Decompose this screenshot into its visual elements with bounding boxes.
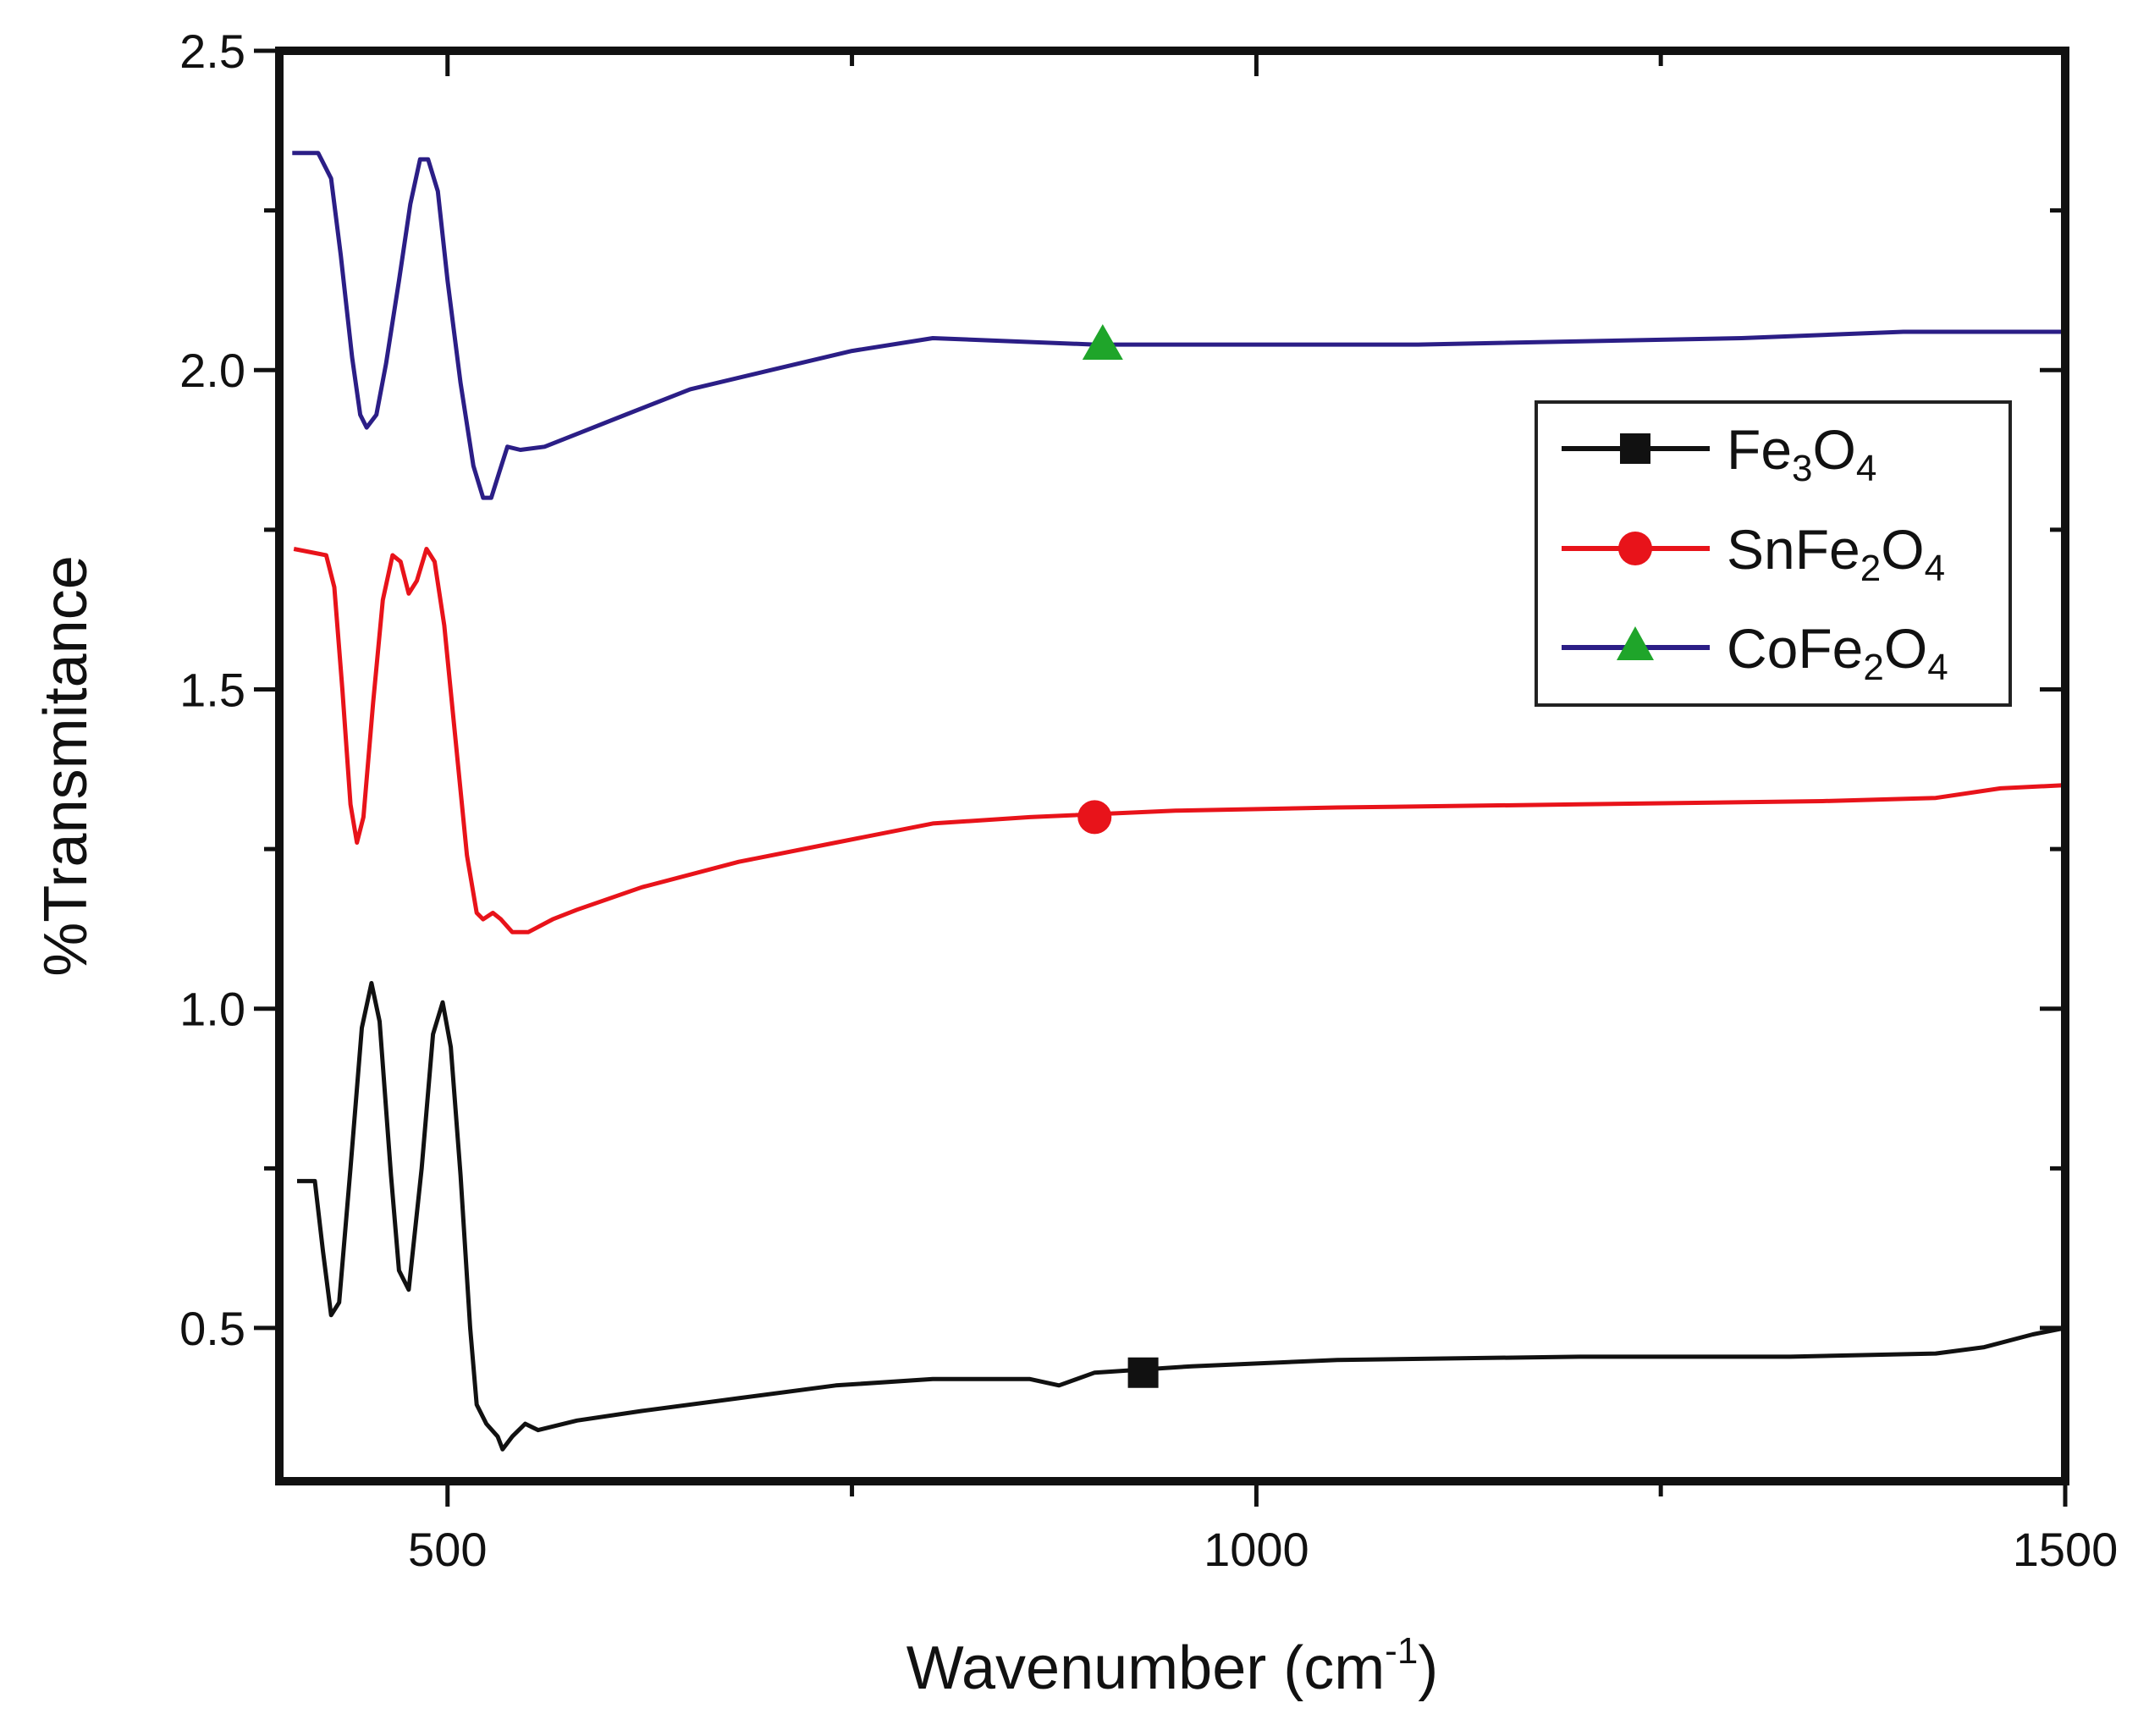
x-axis-title-exponent: -1 — [1385, 1630, 1418, 1672]
legend-label-fe3o4: Fe3O4 — [1727, 418, 1876, 489]
series-lines — [292, 151, 2066, 1452]
x-axis-title-main: Wavenumber (cm — [906, 1634, 1385, 1702]
x-axis: 500 1000 1500 — [408, 51, 2118, 1576]
legend: Fe3O4 SnFe2O4 CoFe2O4 — [1535, 400, 2012, 707]
series-marker-2 — [1082, 324, 1123, 361]
x-tick-label: 1000 — [1204, 1523, 1309, 1576]
series-line-2 — [292, 151, 2065, 500]
series-marker-1 — [1077, 800, 1112, 835]
legend-box — [1535, 400, 2012, 707]
x-tick-label: 500 — [408, 1523, 487, 1576]
y-tick-label: 0.5 — [179, 1302, 245, 1355]
y-axis: 0.5 1.0 1.5 2.0 2.5 — [179, 25, 2065, 1355]
x-tick-label: 1500 — [2013, 1523, 2119, 1576]
y-axis-title: %Transmitance — [32, 555, 100, 977]
legend-marker-snfe2o4 — [1618, 532, 1652, 565]
y-tick-label: 2.0 — [179, 344, 245, 397]
y-tick-label: 1.5 — [179, 663, 245, 716]
legend-marker-cofe2o4 — [1617, 626, 1654, 660]
x-axis-title: Wavenumber (cm-1) — [906, 1630, 1439, 1702]
legend-label-cofe2o4: CoFe2O4 — [1727, 617, 1948, 688]
series-line-0 — [297, 981, 2066, 1452]
series-markers — [1077, 324, 1159, 1388]
y-tick-label: 2.5 — [179, 25, 245, 78]
legend-marker-fe3o4 — [1620, 433, 1650, 464]
series-line-1 — [293, 547, 2066, 934]
plot-frame — [275, 47, 2069, 1485]
y-tick-label: 1.0 — [179, 983, 245, 1036]
x-axis-title-close: ) — [1418, 1634, 1438, 1702]
series-marker-0 — [1127, 1357, 1159, 1388]
legend-label-snfe2o4: SnFe2O4 — [1727, 518, 1945, 589]
